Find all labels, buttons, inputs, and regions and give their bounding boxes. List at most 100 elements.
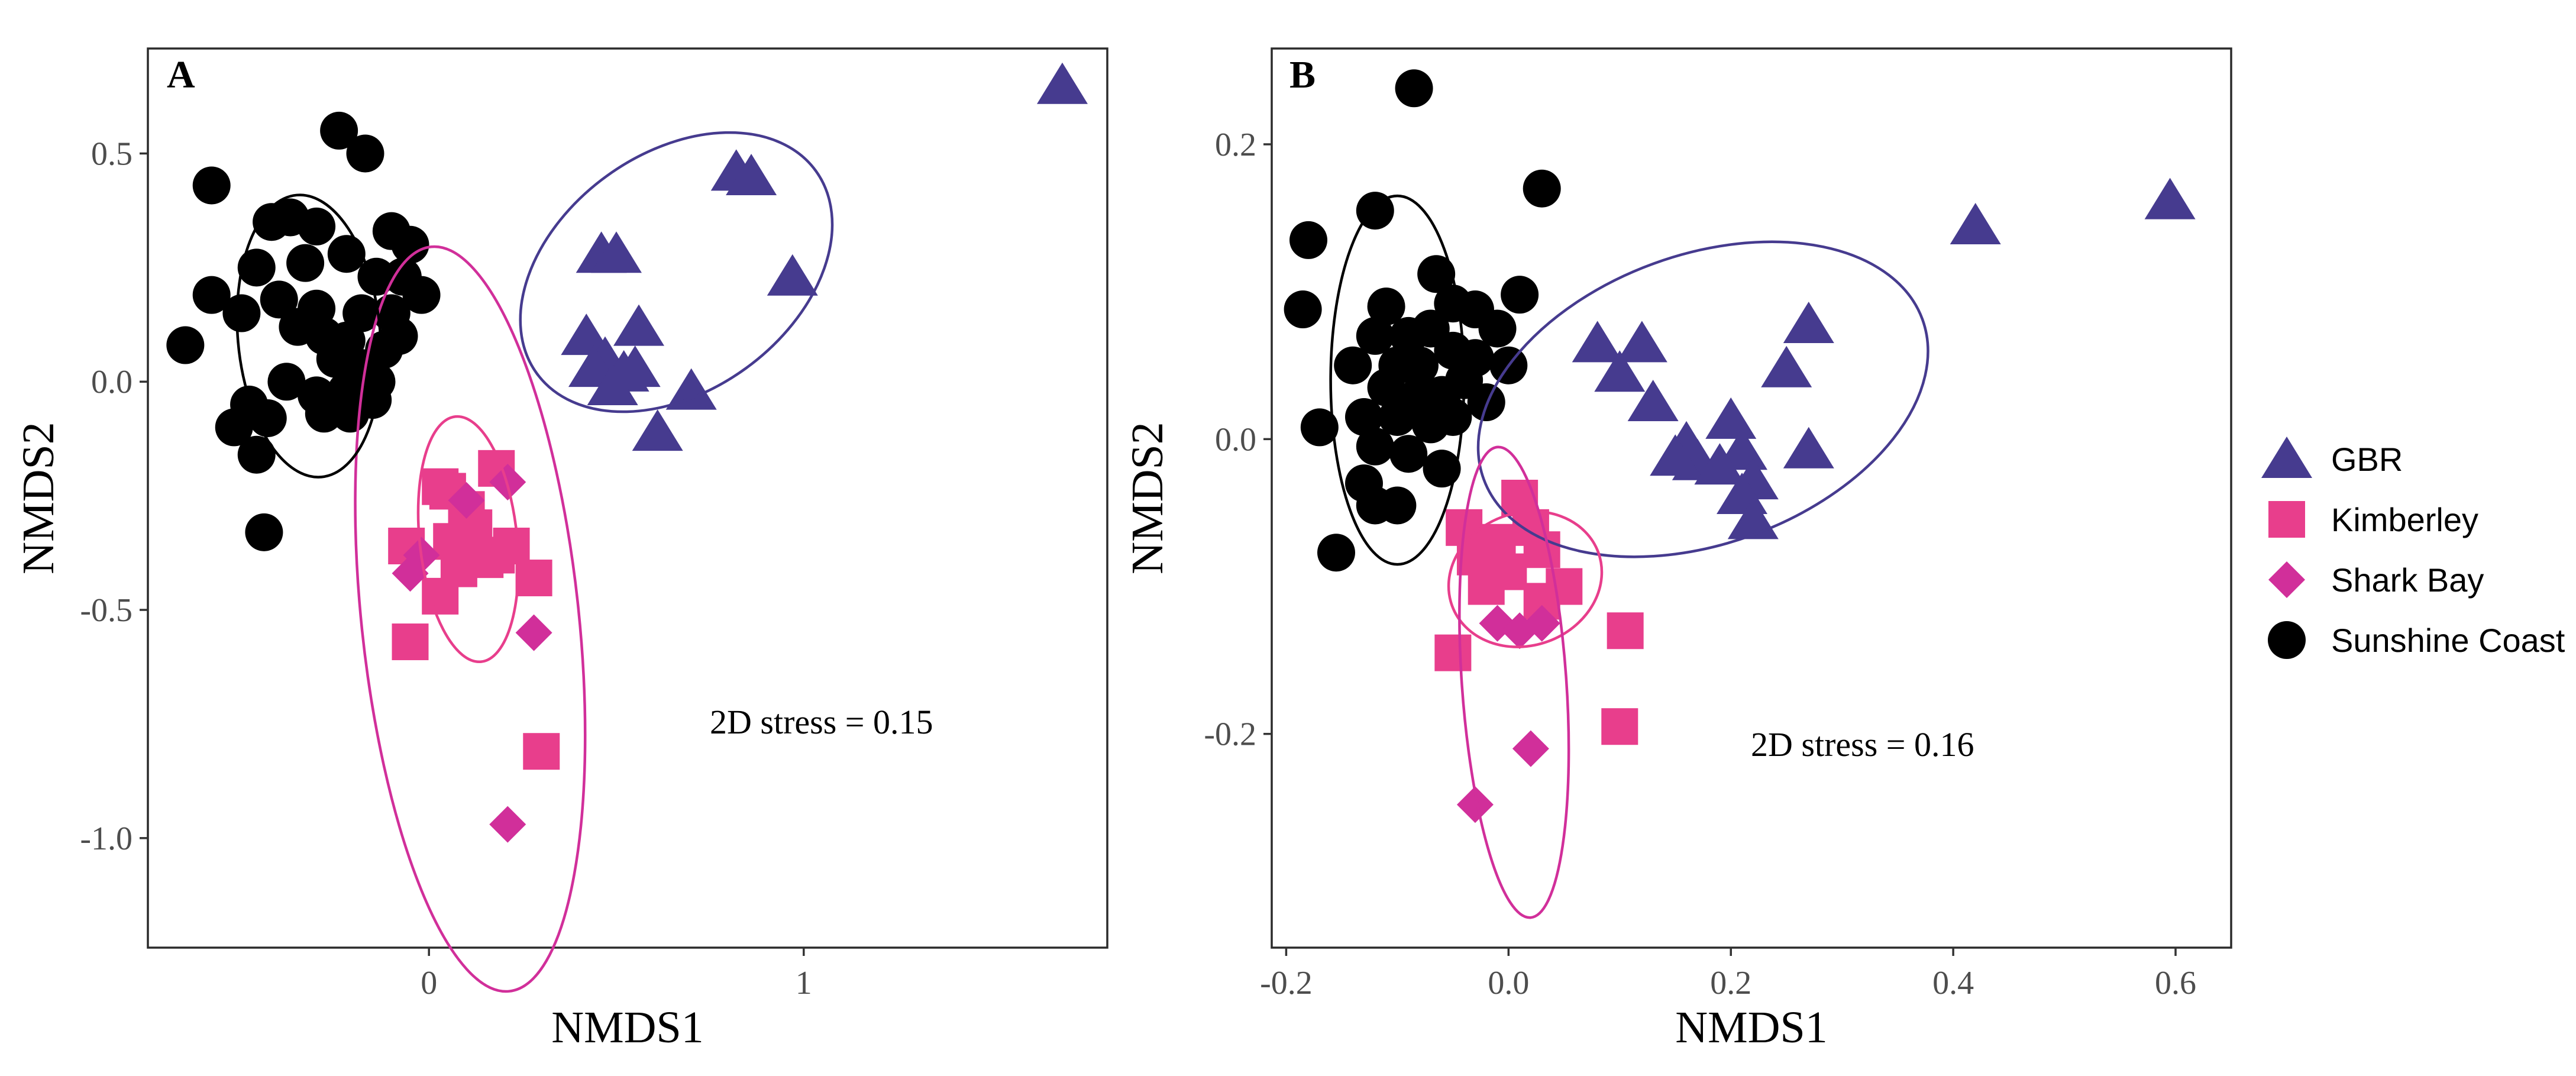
- x-tick-label: 0.2: [1710, 965, 1751, 1001]
- data-point-sun: [1434, 398, 1472, 436]
- y-tick-label: -0.5: [80, 592, 132, 629]
- confidence-ellipse-gbr: [1476, 240, 1929, 558]
- data-point-kim: [1468, 568, 1505, 605]
- data-point-kim: [1601, 708, 1638, 745]
- data-point-sun: [215, 408, 253, 447]
- stress-annotation: 2D stress = 0.16: [1751, 725, 1974, 764]
- data-point-shark: [489, 806, 526, 843]
- data-point-kim: [478, 537, 515, 574]
- data-point-gbr: [1783, 301, 1834, 343]
- data-point-sun: [380, 317, 418, 356]
- series-sun: [166, 111, 441, 551]
- data-point-sun: [1317, 534, 1356, 572]
- y-tick-label: -1.0: [80, 820, 132, 857]
- data-point-gbr: [2144, 177, 2196, 219]
- data-point-sun: [305, 395, 343, 433]
- data-point-gbr: [1761, 345, 1812, 387]
- data-point-sun: [1367, 287, 1405, 326]
- data-point-sun: [245, 513, 283, 551]
- panel-label: A: [167, 53, 195, 96]
- data-point-sun: [1400, 346, 1439, 384]
- data-point-gbr: [1950, 203, 2001, 245]
- data-point-gbr: [1783, 426, 1834, 468]
- series-gbr: [1572, 177, 2196, 539]
- legend-item-gbr: GBR: [2261, 437, 2403, 478]
- data-point-gbr: [590, 231, 642, 273]
- data-point-sun: [320, 111, 358, 150]
- x-tick-label: 0.4: [1932, 965, 1974, 1001]
- data-point-shark: [1456, 786, 1494, 823]
- data-point-sun: [1389, 435, 1428, 473]
- data-point-gbr: [613, 304, 665, 346]
- data-point-kim: [515, 560, 552, 597]
- data-point-sun: [248, 399, 287, 437]
- data-point-kim: [392, 623, 429, 661]
- y-axis-title: NMDS2: [14, 422, 63, 574]
- stress-annotation: 2D stress = 0.15: [710, 703, 933, 741]
- data-point-gbr: [609, 345, 661, 387]
- confidence-ellipse-sun: [235, 193, 383, 479]
- data-point-gbr: [1036, 62, 1088, 104]
- data-point-sun: [1334, 346, 1372, 384]
- data-point-kim: [1523, 531, 1560, 568]
- data-point-sun: [237, 248, 276, 287]
- data-point-sun: [1417, 255, 1456, 293]
- data-point-sun: [1344, 398, 1383, 436]
- y-tick-label: 0.0: [91, 364, 132, 400]
- data-point-sun: [1367, 369, 1405, 407]
- y-tick-label: -0.2: [1204, 716, 1256, 753]
- data-point-sun: [286, 244, 325, 282]
- data-point-sun: [1356, 427, 1394, 466]
- data-point-shark: [1523, 605, 1560, 642]
- data-point-sun: [346, 134, 384, 173]
- data-point-shark: [392, 555, 429, 592]
- data-point-sun: [1501, 276, 1539, 314]
- data-point-sun: [1423, 450, 1461, 488]
- confidence-ellipse-sun: [1329, 194, 1466, 566]
- y-tick-label: 0.2: [1215, 127, 1256, 163]
- x-tick-label: 0.0: [1488, 965, 1529, 1001]
- data-point-gbr: [726, 154, 777, 196]
- data-point-kim: [1434, 634, 1472, 671]
- data-point-sun: [1284, 290, 1322, 329]
- legend-label: Sunshine Coast: [2331, 622, 2565, 659]
- data-point-kim: [1607, 612, 1644, 650]
- data-point-sun: [1289, 221, 1328, 259]
- data-point-gbr: [561, 314, 612, 356]
- data-point-sun: [267, 363, 306, 401]
- series-sun: [1284, 69, 1561, 572]
- data-point-gbr: [632, 409, 683, 451]
- confidence-ellipse-kim: [416, 415, 520, 664]
- x-tick-label: -0.2: [1260, 965, 1313, 1001]
- legend-key-sun: [2268, 621, 2306, 659]
- legend-key-shark: [2268, 561, 2305, 598]
- data-point-sun: [1378, 398, 1417, 436]
- confidence-ellipse-gbr: [519, 131, 834, 413]
- panel-label: B: [1289, 53, 1316, 96]
- x-tick-label: 0.6: [2155, 965, 2196, 1001]
- data-point-gbr: [767, 254, 818, 296]
- data-point-sun: [260, 280, 298, 319]
- legend-item-sun: Sunshine Coast: [2268, 621, 2565, 659]
- legend-key-kim: [2268, 501, 2305, 538]
- data-point-shark: [448, 482, 485, 519]
- series-gbr: [561, 62, 1088, 451]
- legend: GBR Kimberley Shark Bay Sunshine Coast: [2261, 437, 2565, 659]
- data-point-gbr: [1616, 321, 1667, 363]
- legend-label: GBR: [2331, 441, 2403, 478]
- x-tick-label: 1: [796, 965, 812, 1001]
- data-point-kim: [523, 733, 560, 770]
- data-point-gbr: [1694, 443, 1746, 485]
- data-point-sun: [402, 276, 441, 314]
- data-point-sun: [327, 235, 366, 273]
- legend-label: Shark Bay: [2331, 561, 2484, 599]
- data-point-sun: [1356, 486, 1394, 525]
- x-axis-title: NMDS1: [551, 1003, 704, 1052]
- data-point-kim: [440, 550, 477, 587]
- data-point-sun: [1478, 309, 1517, 348]
- panel-a: 0 1 0.5 0.0 -0.5 -1.0 NMDS1 NMDS2 A 2D stress = 0…: [14, 47, 1108, 1052]
- plot-frame: [147, 47, 1108, 949]
- x-tick-label: 0: [421, 965, 437, 1001]
- data-point-sun: [192, 276, 231, 314]
